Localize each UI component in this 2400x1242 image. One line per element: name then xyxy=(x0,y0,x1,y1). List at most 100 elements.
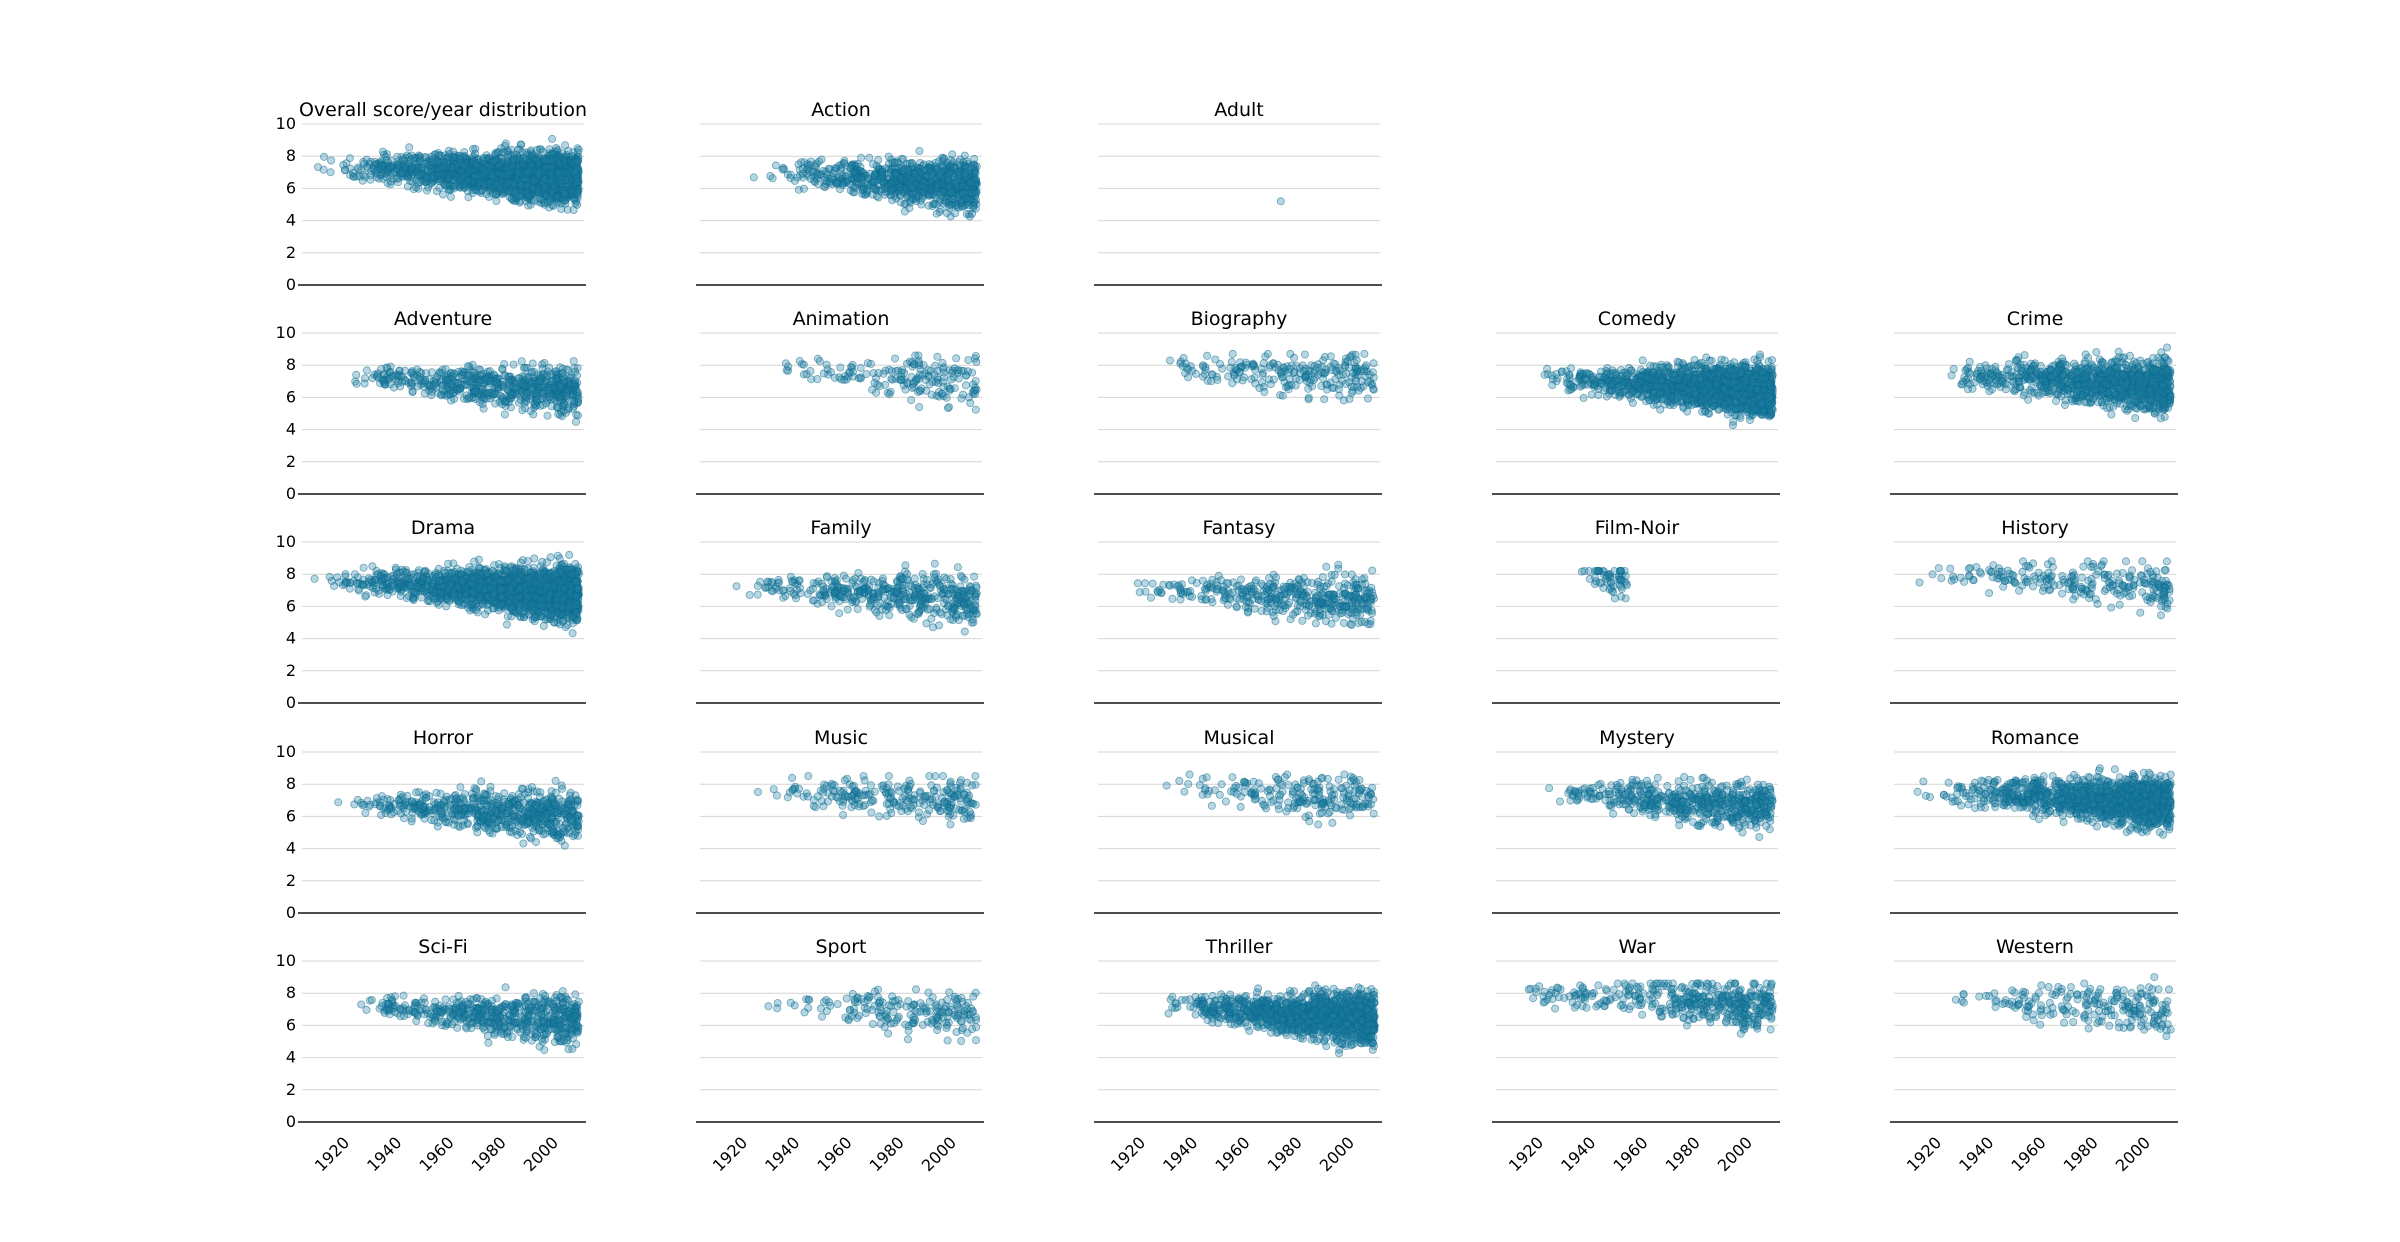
data-point xyxy=(1360,349,1369,358)
data-point xyxy=(479,379,488,388)
y-tick-label: 0 xyxy=(286,484,296,503)
data-point xyxy=(1323,385,1332,394)
data-point xyxy=(897,375,906,384)
data-point xyxy=(872,192,881,201)
data-point xyxy=(1260,387,1269,396)
data-point xyxy=(539,382,548,391)
data-point xyxy=(570,379,579,388)
data-point xyxy=(557,179,566,188)
data-point xyxy=(504,372,513,381)
data-point xyxy=(940,373,949,382)
data-point xyxy=(811,161,820,170)
data-point xyxy=(836,173,845,182)
data-point xyxy=(931,200,940,209)
data-point xyxy=(446,192,455,201)
panel-animation: Animation xyxy=(696,308,984,495)
data-point xyxy=(944,171,953,180)
data-point xyxy=(794,185,803,194)
data-point xyxy=(798,169,807,178)
y-tick-label: 2 xyxy=(286,243,296,262)
data-point xyxy=(568,188,577,197)
data-point xyxy=(815,357,824,366)
data-point xyxy=(553,192,562,201)
data-point xyxy=(1368,368,1377,377)
data-point xyxy=(951,180,960,189)
data-point xyxy=(971,354,980,363)
data-point xyxy=(500,410,509,419)
data-point xyxy=(954,374,963,383)
data-point xyxy=(482,189,491,198)
data-point xyxy=(806,366,815,375)
data-point xyxy=(1201,363,1210,372)
data-point xyxy=(1369,384,1378,393)
data-point xyxy=(1285,381,1294,390)
data-point xyxy=(540,358,549,367)
data-point xyxy=(542,163,551,172)
data-point xyxy=(498,365,507,374)
data-point xyxy=(428,382,437,391)
data-point xyxy=(422,369,431,378)
data-point xyxy=(1728,421,1737,430)
data-point xyxy=(471,149,480,158)
y-tick-label: 8 xyxy=(286,146,296,165)
data-point xyxy=(552,374,561,383)
data-point xyxy=(854,374,863,383)
data-point xyxy=(401,164,410,173)
data-point xyxy=(381,172,390,181)
data-point xyxy=(326,168,335,177)
panel-action: Action xyxy=(696,99,984,286)
data-point xyxy=(1359,382,1368,391)
data-point xyxy=(969,380,978,389)
data-point xyxy=(506,389,515,398)
y-tick-label: 10 xyxy=(276,323,296,342)
data-point xyxy=(543,411,552,420)
data-point xyxy=(971,174,980,183)
data-point xyxy=(524,167,533,176)
data-point xyxy=(560,189,569,198)
y-tick-label: 6 xyxy=(286,387,296,406)
data-point xyxy=(388,169,397,178)
data-point xyxy=(1319,374,1328,383)
data-point xyxy=(439,163,448,172)
data-point xyxy=(562,392,571,401)
data-point xyxy=(480,168,489,177)
data-point xyxy=(964,367,973,376)
data-point xyxy=(492,180,501,189)
data-point xyxy=(938,389,947,398)
data-point xyxy=(887,185,896,194)
data-point xyxy=(517,140,526,149)
panel-title: Action xyxy=(811,99,871,121)
data-point xyxy=(415,375,424,384)
data-point xyxy=(345,154,354,163)
data-point xyxy=(865,153,874,162)
data-point xyxy=(491,190,500,199)
data-point xyxy=(1332,367,1341,376)
y-tick-label: 8 xyxy=(286,355,296,374)
data-point xyxy=(945,403,954,412)
data-point xyxy=(1638,356,1647,365)
data-point xyxy=(939,188,948,197)
data-point xyxy=(1200,370,1209,379)
data-point xyxy=(349,168,358,177)
data-point xyxy=(501,139,510,148)
data-point xyxy=(878,177,887,186)
data-point xyxy=(892,169,901,178)
data-point xyxy=(958,189,967,198)
data-point xyxy=(1264,375,1273,384)
data-point xyxy=(1311,366,1320,375)
data-point xyxy=(1248,360,1257,369)
data-point xyxy=(1228,379,1237,388)
data-point xyxy=(428,157,437,166)
data-point xyxy=(918,371,927,380)
data-point xyxy=(500,397,509,406)
data-point xyxy=(552,367,561,376)
data-point xyxy=(874,368,883,377)
data-point xyxy=(1228,349,1237,358)
data-point xyxy=(1276,368,1285,377)
data-point xyxy=(459,171,468,180)
data-point xyxy=(422,186,431,195)
data-point xyxy=(498,148,507,157)
data-point xyxy=(814,180,823,189)
data-point xyxy=(1628,398,1637,407)
